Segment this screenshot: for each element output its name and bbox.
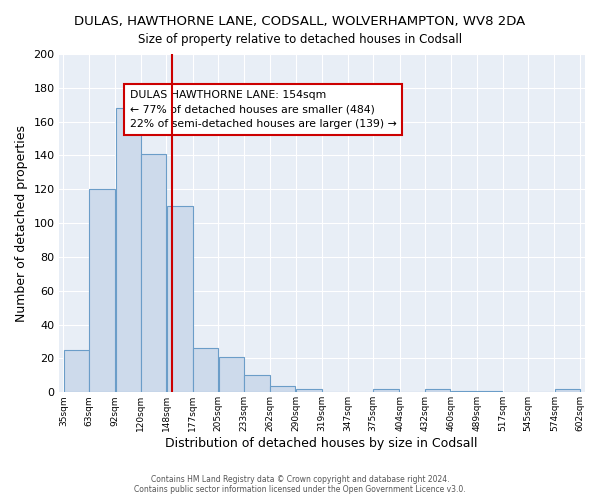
Bar [193,348,218,393]
Bar [477,390,502,392]
Bar [89,190,115,392]
Y-axis label: Number of detached properties: Number of detached properties [15,124,28,322]
Text: Size of property relative to detached houses in Codsall: Size of property relative to detached ho… [138,32,462,46]
Bar [425,389,451,392]
Bar [451,390,477,392]
Bar [296,389,322,392]
Text: Contains HM Land Registry data © Crown copyright and database right 2024.
Contai: Contains HM Land Registry data © Crown c… [134,474,466,494]
Text: DULAS, HAWTHORNE LANE, CODSALL, WOLVERHAMPTON, WV8 2DA: DULAS, HAWTHORNE LANE, CODSALL, WOLVERHA… [74,15,526,28]
Bar [116,108,140,393]
Bar [271,386,295,392]
Bar [141,154,166,392]
Bar [167,206,193,392]
Bar [373,389,400,392]
X-axis label: Distribution of detached houses by size in Codsall: Distribution of detached houses by size … [166,437,478,450]
Bar [64,350,89,393]
Bar [244,376,270,392]
Text: DULAS HAWTHORNE LANE: 154sqm
← 77% of detached houses are smaller (484)
22% of s: DULAS HAWTHORNE LANE: 154sqm ← 77% of de… [130,90,397,129]
Bar [218,357,244,392]
Bar [554,389,580,392]
